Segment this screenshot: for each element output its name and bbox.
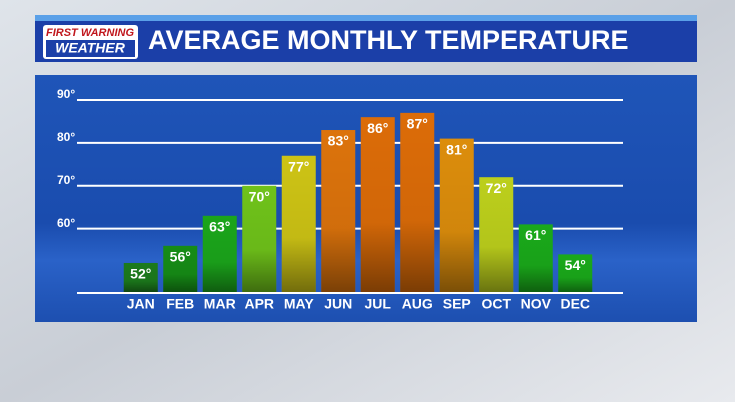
x-tick-label: OCT bbox=[481, 296, 511, 312]
value-label: 86° bbox=[367, 120, 388, 136]
value-label: 83° bbox=[328, 133, 349, 149]
x-tick-label: APR bbox=[244, 296, 274, 312]
bar-shade bbox=[202, 215, 237, 293]
x-tick-label: FEB bbox=[166, 296, 194, 312]
bar-shade bbox=[518, 224, 553, 293]
logo-line1: FIRST WARNING bbox=[46, 27, 134, 39]
value-label: 54° bbox=[565, 257, 586, 273]
y-tick-label: 80° bbox=[57, 130, 75, 144]
y-tick-label: 60° bbox=[57, 216, 75, 230]
x-tick-label: MAY bbox=[284, 296, 314, 312]
bar-shade bbox=[439, 138, 474, 293]
value-label: 72° bbox=[486, 180, 507, 196]
x-tick-label: SEP bbox=[443, 296, 471, 312]
y-tick-label: 70° bbox=[57, 173, 75, 187]
bar-shade bbox=[558, 254, 593, 293]
x-tick-label: DEC bbox=[560, 296, 590, 312]
x-tick-label: NOV bbox=[521, 296, 552, 312]
y-tick-label: 90° bbox=[57, 87, 75, 101]
bar-shade bbox=[123, 262, 158, 293]
bar-shade bbox=[400, 112, 435, 293]
bar-shade bbox=[479, 177, 514, 293]
title-bar-top bbox=[35, 15, 697, 21]
value-label: 77° bbox=[288, 158, 309, 174]
x-tick-label: JAN bbox=[127, 296, 155, 312]
bar-shade bbox=[242, 185, 277, 293]
x-tick-label: MAR bbox=[204, 296, 236, 312]
value-label: 81° bbox=[446, 141, 467, 157]
value-label: 52° bbox=[130, 266, 151, 282]
bar-shade bbox=[321, 130, 356, 293]
title-bar bbox=[35, 21, 697, 62]
value-label: 61° bbox=[525, 227, 546, 243]
bar-shade bbox=[163, 245, 198, 293]
value-label: 56° bbox=[170, 249, 191, 265]
x-tick-label: JUL bbox=[365, 296, 392, 312]
value-label: 87° bbox=[407, 116, 428, 132]
bar-shade bbox=[281, 155, 316, 293]
logo-band bbox=[46, 40, 135, 57]
value-label: 70° bbox=[249, 188, 270, 204]
value-label: 63° bbox=[209, 219, 230, 235]
bar-shade bbox=[360, 117, 395, 294]
chart-title: AVERAGE MONTHLY TEMPERATURE bbox=[148, 25, 629, 55]
logo-line2: WEATHER bbox=[55, 40, 126, 56]
x-tick-label: AUG bbox=[402, 296, 433, 312]
x-tick-label: JUN bbox=[324, 296, 352, 312]
